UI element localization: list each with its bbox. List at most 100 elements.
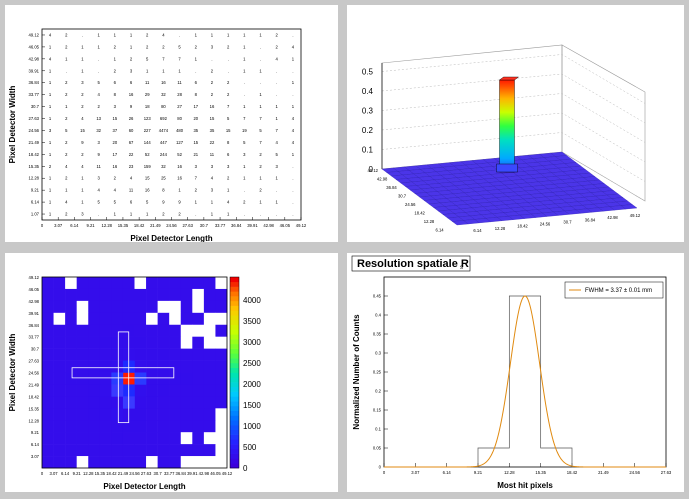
x-tick-label: 39.91 [187, 471, 198, 476]
color-scale-label: 2500 [243, 359, 261, 368]
cell-value: 2 [97, 104, 100, 109]
map-cell [53, 408, 66, 421]
x-tick-label: 15.35 [535, 470, 546, 475]
map-cell [134, 408, 147, 421]
map-cell [203, 384, 216, 397]
map-cell [99, 312, 112, 326]
cell-value: 5 [97, 80, 100, 85]
cell-value: 7 [276, 128, 279, 133]
cell-value: 2 [211, 68, 214, 73]
cell-value: 2 [65, 80, 68, 85]
color-scale-frame [229, 276, 240, 469]
x-tick-label: 0 [383, 470, 386, 475]
cell-value: 22 [210, 140, 215, 145]
y-axis-label: Normalized Number of Counts [352, 314, 361, 430]
cell-value: . [276, 212, 277, 217]
cell-value: . [260, 80, 261, 85]
cell-value: . [195, 68, 196, 73]
color-scale-step [230, 310, 239, 316]
map-cell [146, 372, 158, 385]
cell-value: 16 [177, 176, 182, 181]
x-tick-label: 30.7 [154, 471, 163, 476]
map-cell [134, 456, 147, 469]
cell-value: . [276, 188, 277, 193]
map-cell [88, 408, 101, 421]
cell-value: 15 [113, 116, 118, 121]
cell-value: 1 [81, 56, 84, 61]
map-cell [215, 277, 228, 290]
cell-value: 1 [195, 32, 198, 37]
map-cell [42, 312, 54, 326]
color-scale-step [230, 425, 239, 431]
cell-value: 1 [292, 152, 295, 157]
map-cell [65, 372, 77, 385]
cell-value: 15 [145, 176, 150, 181]
cell-value: 1 [227, 212, 230, 217]
y-tick-label: 24.56 [29, 128, 40, 133]
map-cell [134, 300, 147, 314]
color-scale-step [230, 339, 239, 345]
map-cell [88, 384, 101, 397]
cell-value: 2 [65, 32, 68, 37]
cell-value: . [292, 200, 293, 205]
y-tick-label: 18.42 [29, 394, 40, 399]
cell-value: 8 [162, 188, 165, 193]
y-tick-label: 21.49 [29, 140, 40, 145]
map-cell [169, 312, 182, 326]
y-tick-label: 12.28 [29, 418, 40, 423]
x-tick-label: 36.84 [585, 217, 596, 222]
map-cell [146, 277, 158, 290]
map-cell [42, 288, 54, 302]
map-cell [76, 432, 89, 445]
x-tick-label: 33.77 [164, 471, 175, 476]
color-scale-step [230, 277, 239, 283]
cell-value: 16 [210, 104, 215, 109]
map-cell [42, 408, 54, 421]
cell-value: 9 [178, 200, 181, 205]
cell-value: 1 [114, 212, 117, 217]
map-cell [192, 444, 205, 457]
cell-value: 2 [211, 92, 214, 97]
cell-value: 32 [96, 128, 101, 133]
cell-value: 447 [160, 140, 168, 145]
color-scale-label: 1500 [243, 401, 261, 410]
map-cell [180, 324, 193, 337]
map-cell [192, 277, 205, 290]
map-cell [146, 360, 158, 373]
map-cell [157, 277, 170, 290]
cell-value: 1 [130, 212, 133, 217]
color-scale-step [230, 386, 239, 392]
map-cell [203, 456, 216, 469]
map-cell [169, 288, 182, 302]
cell-value: 2 [178, 212, 181, 217]
cell-value: 5 [146, 56, 149, 61]
cell-value: 1 [178, 68, 181, 73]
map-cell [215, 420, 228, 433]
cell-value: 1 [178, 188, 181, 193]
x-axis-label: Pixel Detector Length [130, 234, 212, 242]
y-tick-label: 46.05 [29, 287, 40, 292]
map-cell [180, 277, 193, 290]
cell-value: 7 [259, 116, 262, 121]
cell-value: . [195, 212, 196, 217]
map-cell [169, 300, 182, 314]
color-scale-label: 500 [243, 443, 257, 452]
map-cell [88, 288, 101, 302]
map-cell [146, 312, 158, 326]
map-cell [203, 432, 216, 445]
x-tick-label: 12.28 [102, 223, 113, 228]
color-scale-label: 3500 [243, 317, 261, 326]
map-cell [88, 312, 101, 326]
cell-value: 6 [227, 152, 230, 157]
map-cell [99, 360, 112, 373]
map-cell [76, 456, 89, 469]
map-cell [180, 360, 193, 373]
cell-value: 4 [292, 116, 295, 121]
map-cell [53, 277, 66, 290]
cell-value: 1 [81, 176, 84, 181]
x-tick-label: 6.14 [70, 223, 79, 228]
x-tick-label: 36.84 [231, 223, 242, 228]
map-cell [157, 384, 170, 397]
cell-value: 18 [145, 104, 150, 109]
map-cell [203, 312, 216, 326]
